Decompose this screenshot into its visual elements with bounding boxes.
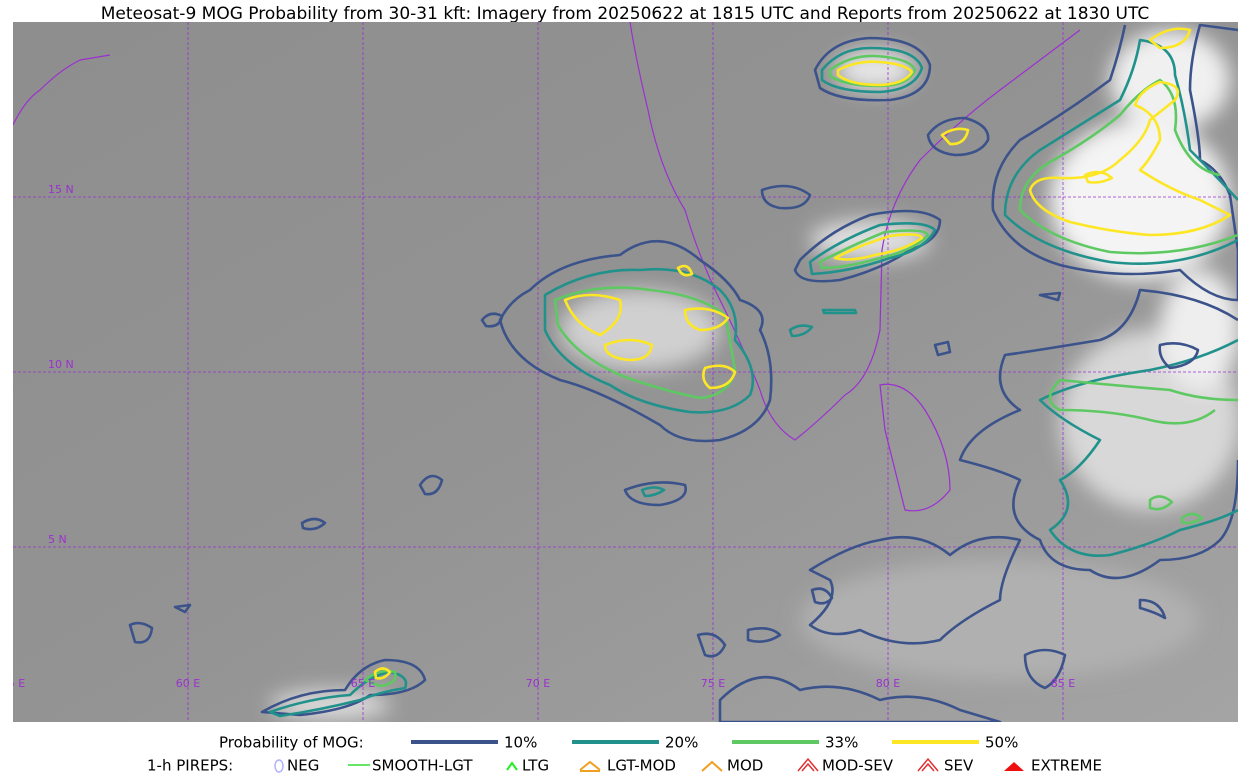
legend: Probability of MOG: 10% 20% 33% 50% 1-h … [147,734,1102,775]
lon-label: 65 E [351,677,375,690]
lon-label: 85 E [1051,677,1075,690]
clouds [270,30,1238,720]
lon-label: 75 E [701,677,725,690]
lat-label: 5 N [48,533,67,546]
pirep-icon [917,757,939,772]
legend-title: 1-h PIREPS: [147,757,233,775]
legend-label: SMOOTH-LGT [372,757,473,775]
pirep-icon [801,762,815,772]
lon-label: 60 E [176,677,200,690]
legend-label: LTG [522,757,549,775]
title: Meteosat-9 MOG Probability from 30-31 kf… [101,4,1150,24]
pirep-icon [701,760,723,772]
coastline-west [13,54,111,126]
legend-label: 20% [665,734,698,752]
legend-label: 33% [825,734,858,752]
legend-label: 10% [504,734,537,752]
lat-label: 10 N [48,358,74,371]
graticule [13,22,1238,722]
lon-label: 55 E [1,677,25,690]
contours [128,23,1238,722]
lat-label: 15 N [48,183,74,196]
legend-label: NEG [287,757,319,775]
legend-title: Probability of MOG: [219,734,364,752]
pirep-icon [506,761,518,771]
pirep-icon [579,760,601,771]
lon-label: 70 E [526,677,550,690]
legend-label: MOD [727,757,763,775]
sri-lanka [879,383,951,512]
pirep-icon [797,757,819,772]
pirep-icon [274,759,284,773]
legend-label: SEV [944,757,974,775]
pirep-icon [921,762,935,772]
map: 15 N 10 N 5 N 55 E 60 E 65 E 70 E 75 E 8… [1,22,1238,722]
legend-label: MOD-SEV [822,757,894,775]
legend-label: 50% [985,734,1018,752]
legend-label: LGT-MOD [607,757,676,775]
pirep-icon [1004,762,1024,771]
legend-label: EXTREME [1031,757,1102,775]
lon-label: 80 E [876,677,900,690]
